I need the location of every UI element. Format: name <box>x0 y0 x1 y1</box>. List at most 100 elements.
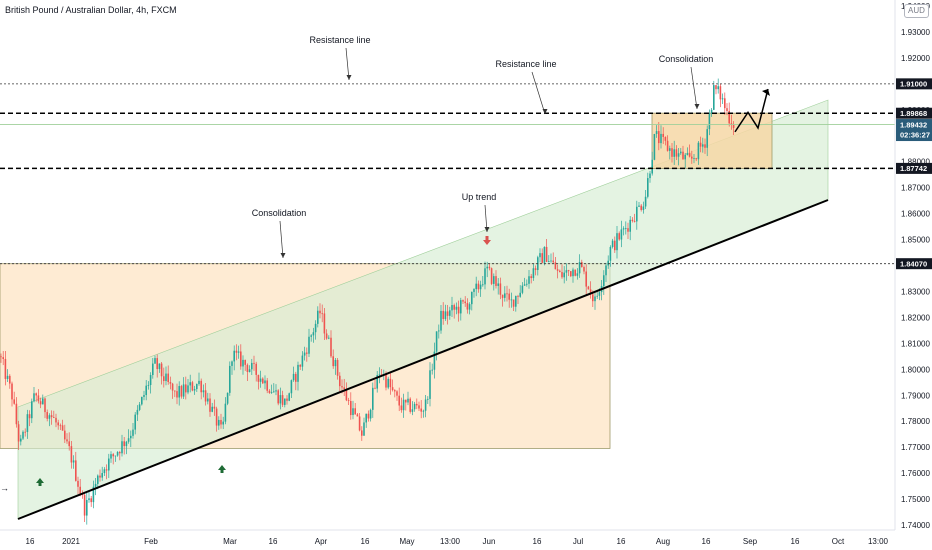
candle-body <box>279 395 282 404</box>
candle-body <box>389 378 392 388</box>
candle-body <box>114 455 117 457</box>
candle-body <box>86 499 88 516</box>
candle-body <box>424 399 427 411</box>
candle-body <box>79 486 81 495</box>
candle-body <box>603 275 605 287</box>
candle-body <box>490 268 493 284</box>
candle-body <box>666 140 669 151</box>
candle-body <box>11 383 13 400</box>
candle-body <box>521 285 524 293</box>
price-tag-label: 1.87742 <box>900 164 927 173</box>
candle-body <box>358 416 361 431</box>
candle-body <box>594 296 596 302</box>
candle-body <box>220 419 222 425</box>
x-tick-label: Mar <box>223 537 237 546</box>
candle-body <box>180 386 183 397</box>
candle-body <box>26 414 29 432</box>
candle-body <box>721 98 724 100</box>
candle-body <box>165 373 167 382</box>
candle-body <box>143 395 145 397</box>
candle-body <box>609 246 612 261</box>
x-tick-label: 16 <box>269 537 278 546</box>
candle-body <box>262 378 264 384</box>
candle-body <box>387 378 389 388</box>
candle-body <box>0 356 2 358</box>
candle-body <box>48 415 51 419</box>
candle-body <box>97 475 99 484</box>
edge-arrow-icon: → <box>0 483 9 493</box>
x-tick-label: 2021 <box>62 537 80 546</box>
candle-body <box>339 375 341 387</box>
annotation-pointer <box>345 47 350 81</box>
candle-body <box>174 390 176 392</box>
candle-body <box>363 422 365 436</box>
candle-body <box>103 469 106 474</box>
candle-body <box>281 395 284 405</box>
candle-body <box>53 417 55 418</box>
annotation-pointer-head <box>280 253 286 258</box>
candle-body <box>108 458 110 471</box>
x-tick-label: Feb <box>144 537 158 546</box>
candle-body <box>629 219 631 232</box>
candle-body <box>563 272 565 278</box>
candle-body <box>625 228 627 229</box>
annotation-label: Resistance line <box>309 35 370 45</box>
price-tag <box>896 78 932 90</box>
candle-body <box>42 398 44 405</box>
annotation-label: Up trend <box>462 192 497 202</box>
candle-body <box>405 399 407 403</box>
candle-body <box>215 408 218 426</box>
candle-body <box>356 414 359 417</box>
x-tick-label: Aug <box>656 537 670 546</box>
x-tick-label: 16 <box>26 537 35 546</box>
candle-body <box>642 206 645 210</box>
chart-title: British Pound / Australian Dollar, 4h, F… <box>5 5 177 15</box>
candle-body <box>182 384 185 397</box>
candle-body <box>50 415 53 418</box>
candle-body <box>22 431 24 439</box>
candle-body <box>688 153 691 157</box>
annotation-label: Consolidation <box>252 208 307 218</box>
candle-body <box>378 374 381 376</box>
candle-body <box>640 205 642 210</box>
candle-body <box>275 390 277 392</box>
candle-body <box>303 352 306 356</box>
candle-body <box>61 425 64 431</box>
candle-countdown: 02:36:27 <box>900 131 930 140</box>
candle-body <box>519 292 521 297</box>
projection-path <box>734 88 769 133</box>
candle-body <box>548 261 550 263</box>
candle-body <box>134 414 136 430</box>
candle-body <box>699 142 702 147</box>
candle-body <box>649 173 651 179</box>
projection-arrowhead <box>762 89 770 97</box>
annotation-pointer <box>531 71 546 115</box>
candle-body <box>259 378 262 382</box>
candle-body <box>167 373 169 383</box>
candle-body <box>728 110 730 124</box>
candle-body <box>664 136 667 141</box>
candle-body <box>92 486 95 503</box>
candle-body <box>565 270 568 273</box>
x-tick-label: Apr <box>315 537 328 546</box>
candle-body <box>44 398 46 413</box>
candle-body <box>372 387 374 410</box>
candle-body <box>237 351 240 353</box>
currency-badge[interactable]: AUD <box>904 4 929 18</box>
candle-body <box>530 276 532 279</box>
candle-body <box>156 358 158 370</box>
candle-body <box>732 124 735 128</box>
candle-body <box>402 399 405 411</box>
candle-body <box>550 260 552 262</box>
candle-body <box>552 260 554 263</box>
price-tag <box>896 258 932 270</box>
candle-body <box>587 286 590 290</box>
candle-body <box>543 246 546 263</box>
candle-body <box>468 304 471 310</box>
annotations-layer: Resistance line Resistance line Consolidat… <box>0 35 713 493</box>
candle-body <box>31 401 33 419</box>
candle-body <box>394 390 396 392</box>
candle-body <box>528 276 530 284</box>
